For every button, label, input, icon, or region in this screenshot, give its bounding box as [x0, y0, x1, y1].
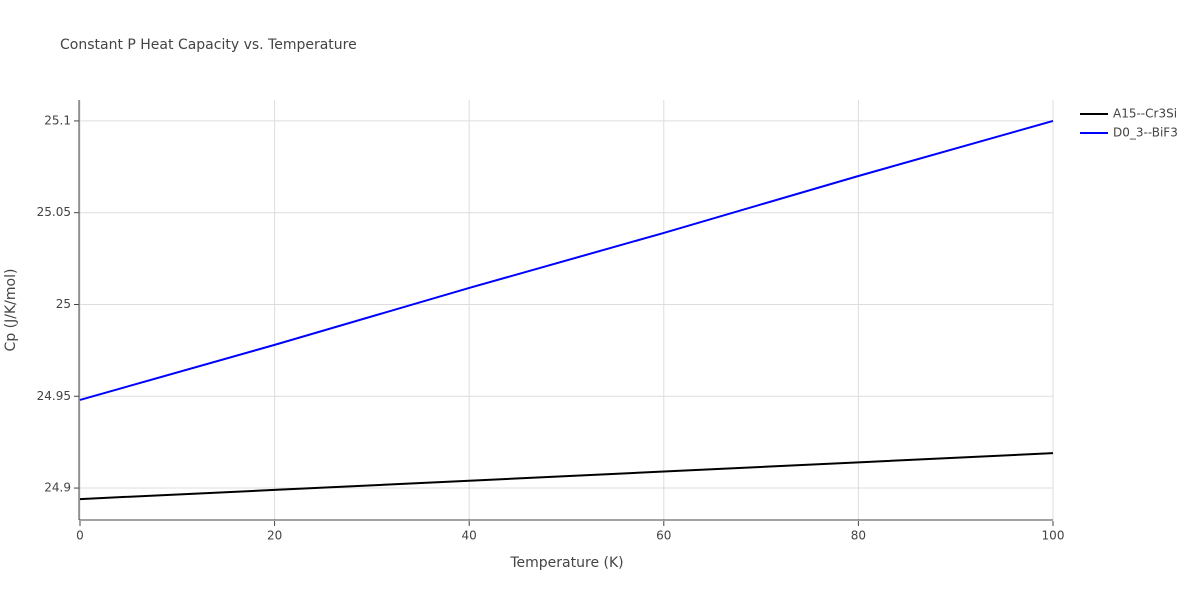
y-axis-label: Cp (J/K/mol) [3, 269, 19, 352]
y-tick-label: 25 [56, 297, 71, 311]
x-tick-label: 60 [656, 529, 671, 543]
data-line [79, 452, 1054, 501]
x-tick-label: 0 [76, 529, 84, 543]
x-axis-label: Temperature (K) [509, 555, 623, 571]
y-tick-label: 24.95 [37, 389, 71, 403]
legend-label: A15--Cr3Si [1113, 107, 1177, 121]
chart-title: Constant P Heat Capacity vs. Temperature [60, 37, 357, 53]
x-tick-label: 100 [1042, 529, 1065, 543]
y-tick-label: 25.1 [44, 113, 71, 127]
y-tick-label: 24.9 [44, 481, 71, 495]
data-line [79, 119, 1054, 401]
x-tick-label: 80 [851, 529, 866, 543]
x-tick-label: 40 [462, 529, 477, 543]
y-tick-label: 25.05 [37, 205, 71, 219]
x-tick-label: 20 [267, 529, 282, 543]
legend-label: D0_3--BiF3 [1113, 126, 1178, 140]
